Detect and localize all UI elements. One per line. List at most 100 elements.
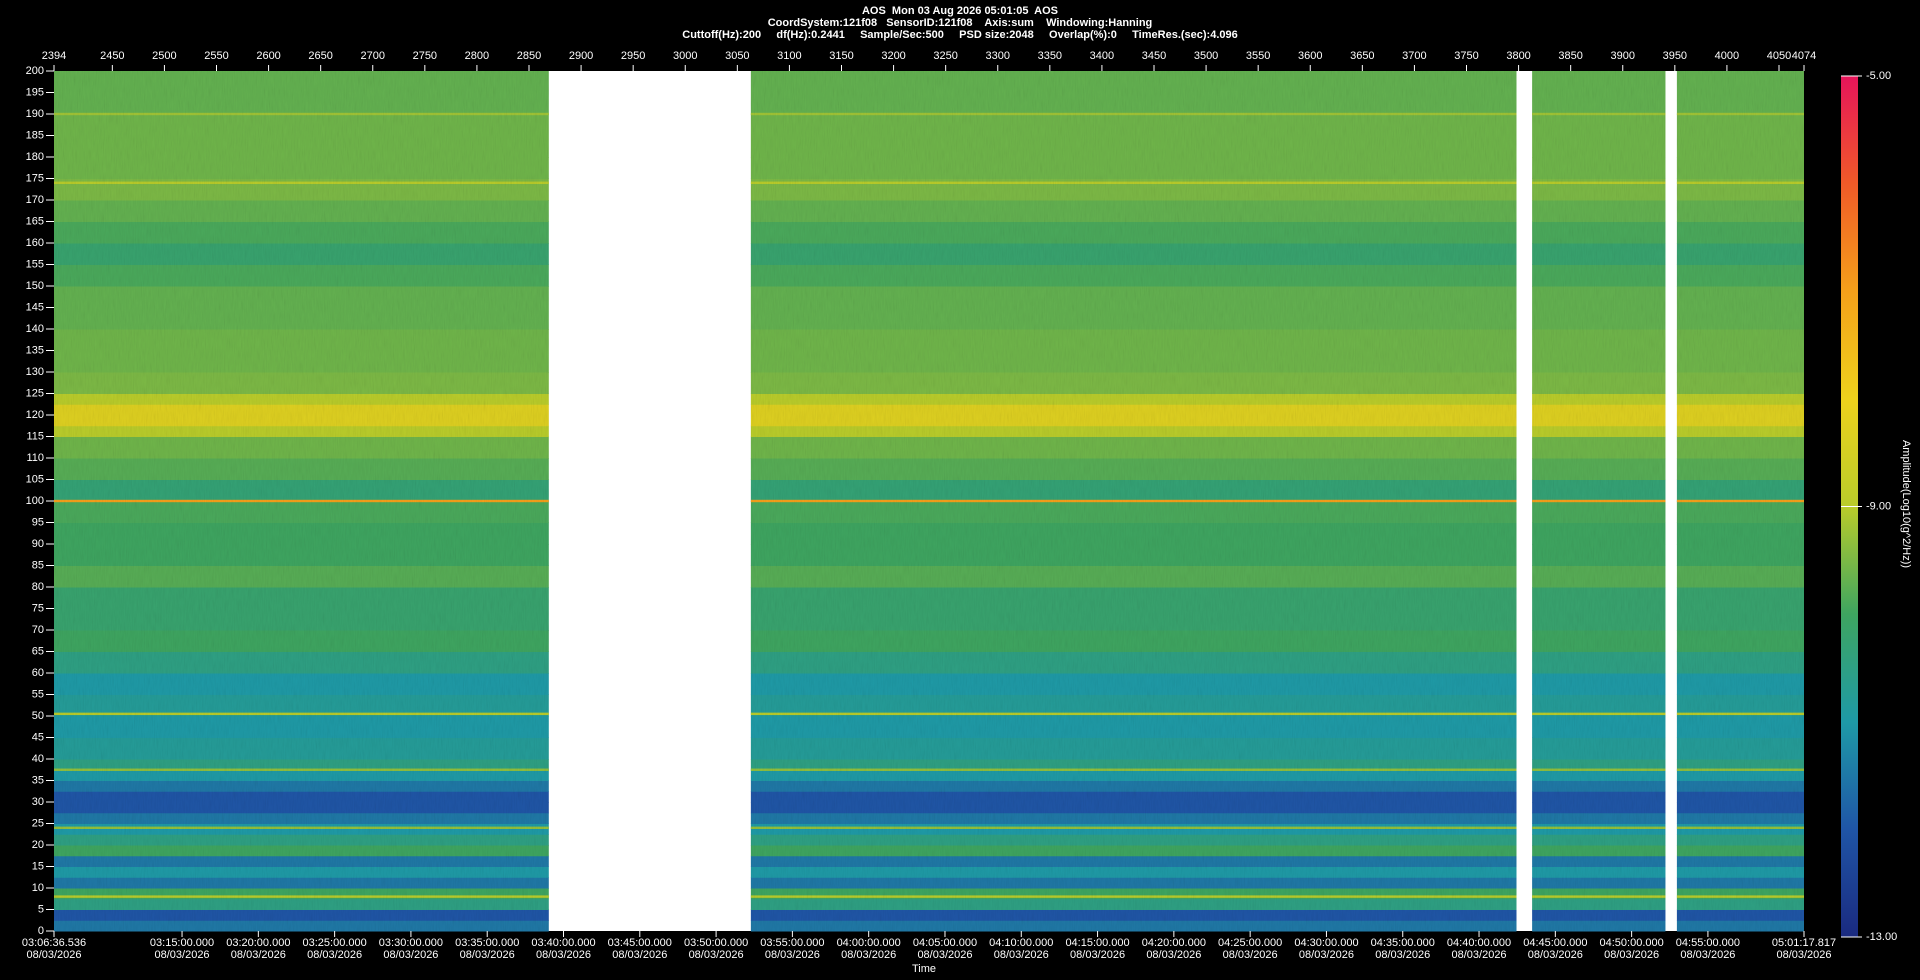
y-tick-label: 150 bbox=[26, 280, 44, 292]
y-tick-label: 125 bbox=[26, 387, 44, 399]
x2-tick-label: 03:20:00.000 bbox=[226, 937, 290, 949]
texture bbox=[1676, 71, 1804, 931]
x-tick-label: 3250 bbox=[933, 50, 957, 62]
texture bbox=[750, 71, 1517, 931]
y-tick-label: 50 bbox=[32, 710, 44, 722]
x2-tick-label: 05:01:17.817 bbox=[1772, 937, 1836, 949]
x2-tick-label: 04:40:00.000 bbox=[1447, 937, 1511, 949]
x2-tick-date: 08/03/2026 bbox=[612, 949, 667, 961]
texture bbox=[54, 71, 549, 931]
y-tick-label: 30 bbox=[32, 796, 44, 808]
x2-tick-date: 08/03/2026 bbox=[917, 949, 972, 961]
y-tick-label: 35 bbox=[32, 774, 44, 786]
x2-tick-label: 04:00:00.000 bbox=[837, 937, 901, 949]
y-tick-label: 170 bbox=[26, 194, 44, 206]
y-tick-label: 115 bbox=[26, 430, 44, 442]
y-tick-label: 160 bbox=[26, 237, 44, 249]
y-tick-label: 45 bbox=[32, 731, 44, 743]
x-tick-label: 3200 bbox=[881, 50, 905, 62]
x-tick-label: 3450 bbox=[1142, 50, 1166, 62]
y-tick-label: 25 bbox=[32, 817, 44, 829]
x2-tick-date: 08/03/2026 bbox=[689, 949, 744, 961]
x2-tick-date: 08/03/2026 bbox=[1776, 949, 1831, 961]
x-tick-label: 2450 bbox=[100, 50, 124, 62]
x-tick-label: 2950 bbox=[621, 50, 645, 62]
x2-tick-date: 08/03/2026 bbox=[1528, 949, 1583, 961]
x2-tick-label: 03:06:36.536 bbox=[22, 937, 86, 949]
colorbar-tick-label: -5.00 bbox=[1866, 70, 1891, 82]
x-tick-label: 3900 bbox=[1611, 50, 1635, 62]
x2-tick-label: 04:15:00.000 bbox=[1065, 937, 1129, 949]
x2-tick-date: 08/03/2026 bbox=[1680, 949, 1735, 961]
y-tick-label: 155 bbox=[26, 258, 44, 270]
x-tick-label: 3500 bbox=[1194, 50, 1218, 62]
x-tick-label: 3050 bbox=[725, 50, 749, 62]
y-tick-label: 90 bbox=[32, 538, 44, 550]
x-tick-label: 2800 bbox=[465, 50, 489, 62]
x2-tick-date: 08/03/2026 bbox=[383, 949, 438, 961]
x-tick-label: 2700 bbox=[361, 50, 385, 62]
x-tick-label: 2850 bbox=[517, 50, 541, 62]
x-tick-label: 3400 bbox=[1090, 50, 1114, 62]
x2-tick-date: 08/03/2026 bbox=[307, 949, 362, 961]
x2-tick-date: 08/03/2026 bbox=[1146, 949, 1201, 961]
y-tick-label: 60 bbox=[32, 667, 44, 679]
y-tick-label: 105 bbox=[26, 473, 44, 485]
x-tick-label: 3100 bbox=[777, 50, 801, 62]
x-tick-label: 3300 bbox=[986, 50, 1010, 62]
x-tick-label: 2750 bbox=[413, 50, 437, 62]
x2-tick-date: 08/03/2026 bbox=[1604, 949, 1659, 961]
y-tick-label: 65 bbox=[32, 645, 44, 657]
subtitle: Cuttoff(Hz):200 df(Hz):0.2441 Sample/Sec… bbox=[682, 29, 1238, 41]
x2-tick-label: 03:35:00.000 bbox=[455, 937, 519, 949]
x2-tick-date: 08/03/2026 bbox=[231, 949, 286, 961]
x2-tick-label: 03:40:00.000 bbox=[531, 937, 595, 949]
x2-tick-date: 08/03/2026 bbox=[994, 949, 1049, 961]
x2-tick-label: 03:55:00.000 bbox=[760, 937, 824, 949]
y-tick-label: 165 bbox=[26, 215, 44, 227]
x-tick-label: 3600 bbox=[1298, 50, 1322, 62]
x-tick-label: 3150 bbox=[829, 50, 853, 62]
x-tick-label: 2600 bbox=[256, 50, 280, 62]
x-tick-label: 4074 bbox=[1792, 50, 1816, 62]
x-tick-label: 3700 bbox=[1402, 50, 1426, 62]
x2-tick-label: 04:30:00.000 bbox=[1294, 937, 1358, 949]
x2-tick-label: 04:25:00.000 bbox=[1218, 937, 1282, 949]
y-tick-label: 180 bbox=[26, 151, 44, 163]
x2-tick-date: 08/03/2026 bbox=[155, 949, 210, 961]
colorbar-tick-label: -13.00 bbox=[1866, 931, 1897, 943]
x2-tick-date: 08/03/2026 bbox=[536, 949, 591, 961]
x-tick-label: 2500 bbox=[152, 50, 176, 62]
x2-tick-label: 03:15:00.000 bbox=[150, 937, 214, 949]
y-tick-label: 75 bbox=[32, 602, 44, 614]
y-tick-label: 185 bbox=[26, 129, 44, 141]
x-tick-label: 3750 bbox=[1454, 50, 1478, 62]
y-tick-label: 95 bbox=[32, 516, 44, 528]
x2-tick-label: 03:25:00.000 bbox=[303, 937, 367, 949]
x2-tick-date: 08/03/2026 bbox=[460, 949, 515, 961]
x2-tick-label: 04:50:00.000 bbox=[1600, 937, 1664, 949]
x2-tick-date: 08/03/2026 bbox=[841, 949, 896, 961]
y-tick-label: 195 bbox=[26, 86, 44, 98]
x2-tick-label: 04:45:00.000 bbox=[1523, 937, 1587, 949]
x-tick-label: 2650 bbox=[308, 50, 332, 62]
y-tick-label: 15 bbox=[32, 860, 44, 872]
y-tick-label: 145 bbox=[26, 301, 44, 313]
x2-tick-label: 04:35:00.000 bbox=[1371, 937, 1435, 949]
colorbar-title: Amplitude(Log10(g^2/Hz)) bbox=[1900, 440, 1912, 568]
y-tick-label: 70 bbox=[32, 624, 44, 636]
x-tick-label: 3650 bbox=[1350, 50, 1374, 62]
x2-tick-label: 04:55:00.000 bbox=[1676, 937, 1740, 949]
y-tick-label: 40 bbox=[32, 753, 44, 765]
x2-tick-label: 04:10:00.000 bbox=[989, 937, 1053, 949]
x2-tick-date: 08/03/2026 bbox=[26, 949, 81, 961]
x-tick-label: 2550 bbox=[204, 50, 228, 62]
x-tick-label: 3800 bbox=[1506, 50, 1530, 62]
y-tick-label: 55 bbox=[32, 688, 44, 700]
y-tick-label: 110 bbox=[26, 452, 44, 464]
y-tick-label: 85 bbox=[32, 559, 44, 571]
x2-tick-label: 04:05:00.000 bbox=[913, 937, 977, 949]
x2-tick-label: 03:50:00.000 bbox=[684, 937, 748, 949]
y-tick-label: 175 bbox=[26, 172, 44, 184]
